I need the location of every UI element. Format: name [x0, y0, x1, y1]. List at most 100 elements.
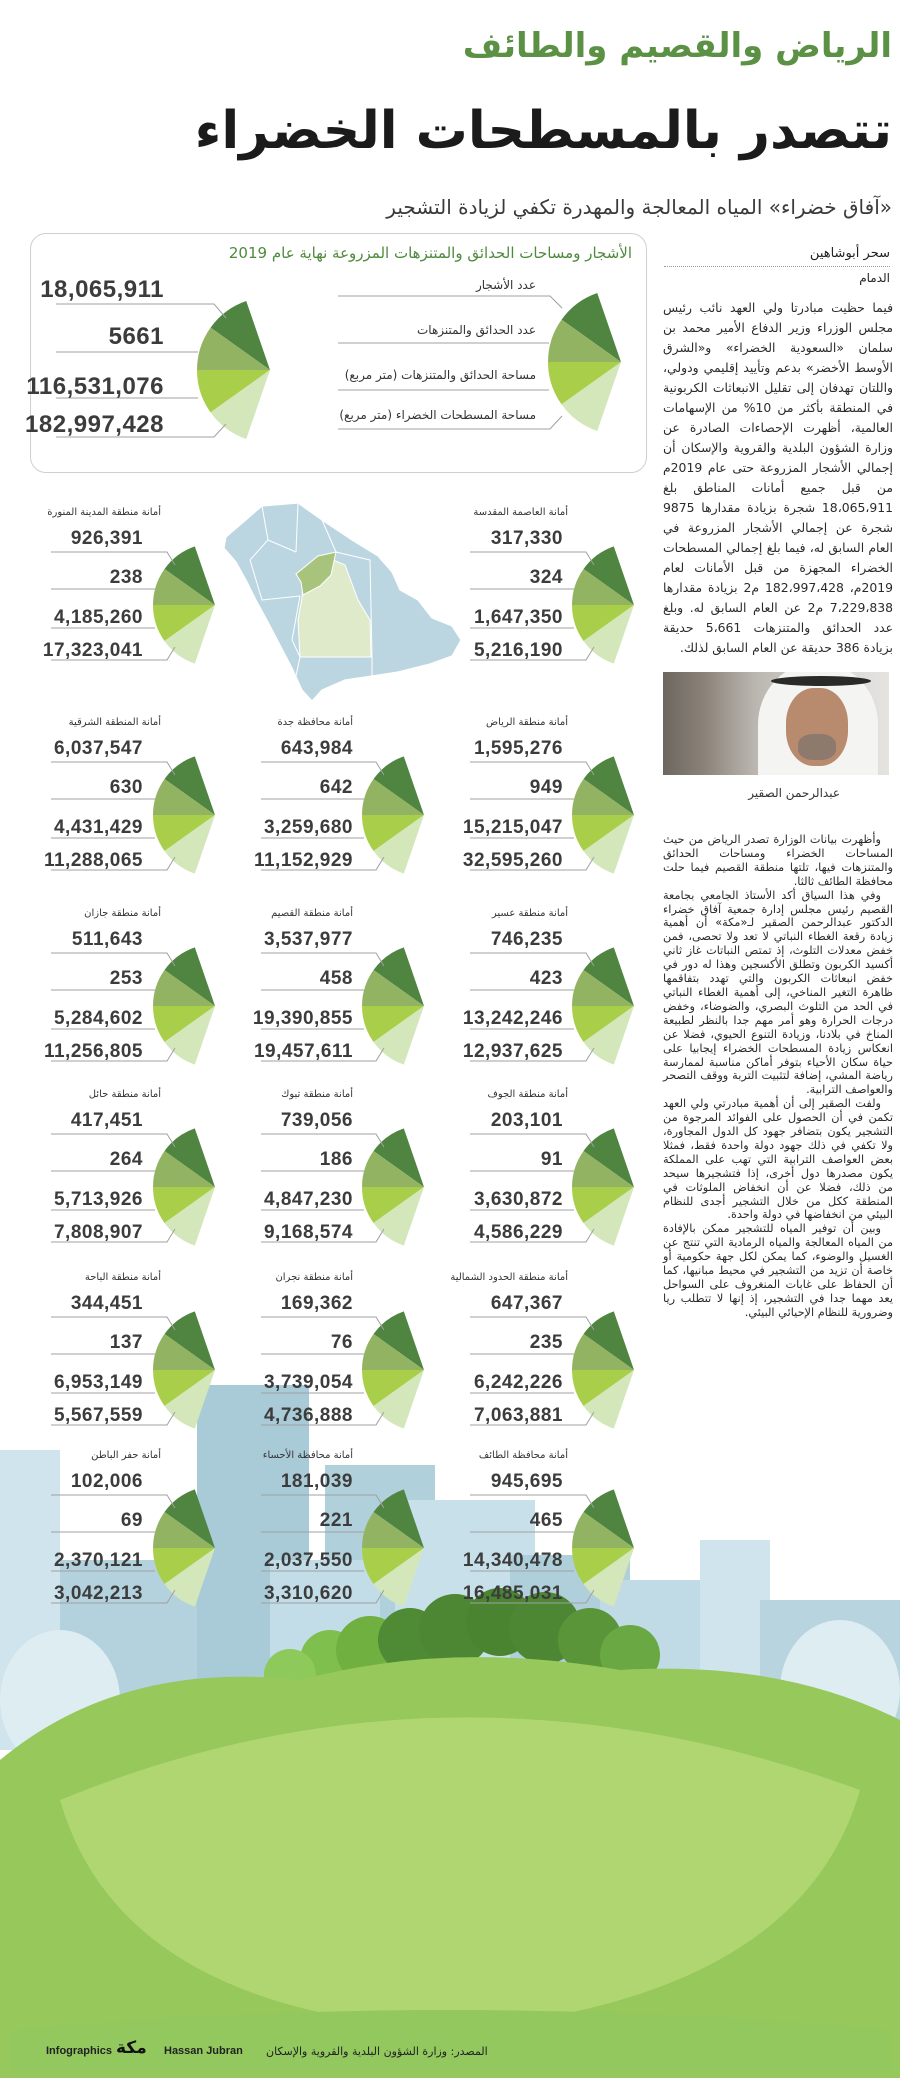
leader-line — [338, 295, 563, 309]
region-name: أمانة العاصمة المقدسة — [473, 507, 568, 518]
parks-count-wedge — [362, 1511, 424, 1548]
leader-line — [51, 952, 176, 967]
region-name: أمانة منطقة الباحة — [84, 1272, 161, 1283]
parks-count-wedge — [153, 568, 215, 605]
leader-line — [51, 1133, 176, 1148]
parks-area-wedge — [153, 1548, 215, 1585]
region-value: 4,586,229 — [473, 1222, 563, 1243]
article-paragraph: وفي هذا السياق أكد الأستاذ الجامعي بجامع… — [663, 888, 893, 1097]
green-area-wedge — [583, 1548, 634, 1607]
region-value: 3,739,054 — [263, 1372, 353, 1393]
trees-wedge — [583, 1128, 634, 1187]
region-value: 137 — [109, 1332, 143, 1353]
leader-line — [470, 1316, 595, 1331]
summary-label: مساحة الحدائق والمتنزهات (متر مربع) — [344, 368, 536, 382]
parks-count-wedge — [153, 778, 215, 815]
green-area-wedge — [164, 1187, 215, 1246]
summary-value: 5661 — [108, 323, 164, 350]
beard-shape — [798, 734, 836, 760]
leader-line — [470, 761, 595, 776]
region-value: 5,216,190 — [473, 640, 563, 661]
region-value: 6,037,547 — [53, 738, 143, 759]
leader-line — [261, 1133, 385, 1148]
leader-line — [470, 1411, 595, 1426]
trees-wedge — [210, 300, 270, 370]
trees-wedge — [583, 947, 634, 1006]
region-value: 7,808,907 — [53, 1222, 143, 1243]
parks-area-wedge — [362, 815, 424, 852]
parks-count-wedge — [572, 1150, 634, 1187]
parks-area-wedge — [153, 1006, 215, 1043]
green-area-wedge — [373, 1370, 424, 1429]
summary-label: عدد الأشجار — [475, 278, 536, 292]
region-value: 3,042,213 — [53, 1583, 143, 1604]
trees-wedge — [164, 1311, 215, 1370]
region-value: 69 — [120, 1510, 143, 1531]
green-area-wedge — [164, 1006, 215, 1065]
region-value: 511,643 — [71, 929, 143, 950]
region-name: أمانة محافظة جدة — [277, 717, 353, 728]
leader-line — [470, 1494, 595, 1509]
region-value: 181,039 — [280, 1471, 353, 1492]
leader-line — [470, 646, 595, 661]
parks-area-wedge — [153, 1187, 215, 1224]
green-area-wedge — [210, 370, 270, 440]
leader-line — [261, 1316, 385, 1331]
parks-area-wedge — [153, 815, 215, 852]
map-qassim-region — [295, 551, 337, 596]
green-area-wedge — [583, 605, 634, 664]
leader-line — [261, 1411, 385, 1426]
headline-title: تتصدر بالمسطحات الخضراء — [194, 101, 893, 161]
leader-line — [51, 1228, 176, 1243]
green-area-wedge — [373, 1548, 424, 1607]
region-value: 317,330 — [490, 528, 563, 549]
region-name: أمانة حفر الباطن — [91, 1450, 161, 1461]
leader-line — [51, 1047, 176, 1062]
trees-wedge — [373, 947, 424, 1006]
region-value: 9,168,574 — [263, 1222, 353, 1243]
region-value: 3,259,680 — [263, 817, 353, 838]
region-value: 169,362 — [280, 1293, 353, 1314]
saudi-map — [223, 502, 462, 702]
leader-line — [51, 856, 176, 871]
region-value: 2,037,550 — [263, 1550, 353, 1571]
parks-count-wedge — [548, 319, 621, 362]
region-value: 7,063,881 — [473, 1405, 563, 1426]
region-name: أمانة محافظة الأحساء — [262, 1450, 353, 1461]
region-value: 746,235 — [490, 929, 563, 950]
region-name: أمانة منطقة تبوك — [281, 1089, 353, 1100]
green-area-wedge — [373, 815, 424, 874]
leader-line — [470, 856, 595, 871]
region-value: 238 — [109, 567, 143, 588]
leader-line — [51, 646, 176, 661]
parks-count-wedge — [572, 568, 634, 605]
region-value: 949 — [529, 777, 563, 798]
parks-area-wedge — [362, 1006, 424, 1043]
trees-wedge — [373, 1128, 424, 1187]
green-area-wedge — [583, 815, 634, 874]
green-area-wedge — [164, 605, 215, 664]
leader-line — [261, 1047, 385, 1062]
region-name: أمانة منطقة المدينة المنورة — [47, 507, 161, 518]
leader-line — [261, 1589, 385, 1604]
parks-count-wedge — [153, 1150, 215, 1187]
article-paragraph: ولفت الصقير إلى أن أهمية مبادرتي ولي الع… — [663, 1097, 893, 1222]
parks-area-wedge — [153, 605, 215, 642]
trees-wedge — [561, 292, 621, 362]
trees-wedge — [373, 1489, 424, 1548]
parks-count-wedge — [153, 1333, 215, 1370]
green-area-wedge — [561, 362, 621, 432]
photo-caption: عبدالرحمن الصقير — [748, 786, 840, 800]
green-area-wedge — [583, 1187, 634, 1246]
region-value: 458 — [319, 968, 353, 989]
parks-area-wedge — [572, 605, 634, 642]
article-body: وأظهرت بيانات الوزارة تصدر الرياض من حيث… — [663, 833, 893, 1320]
leader-line — [470, 952, 595, 967]
region-value: 19,390,855 — [252, 1008, 353, 1029]
article-paragraph: وبين أن توفير المياه للتشجير ممكن بالإفا… — [663, 1222, 893, 1319]
region-value: 19,457,611 — [253, 1041, 353, 1062]
leader-line — [261, 1228, 385, 1243]
region-value: 3,537,977 — [263, 929, 353, 950]
leader-line — [470, 551, 595, 566]
region-value: 14,340,478 — [462, 1550, 563, 1571]
